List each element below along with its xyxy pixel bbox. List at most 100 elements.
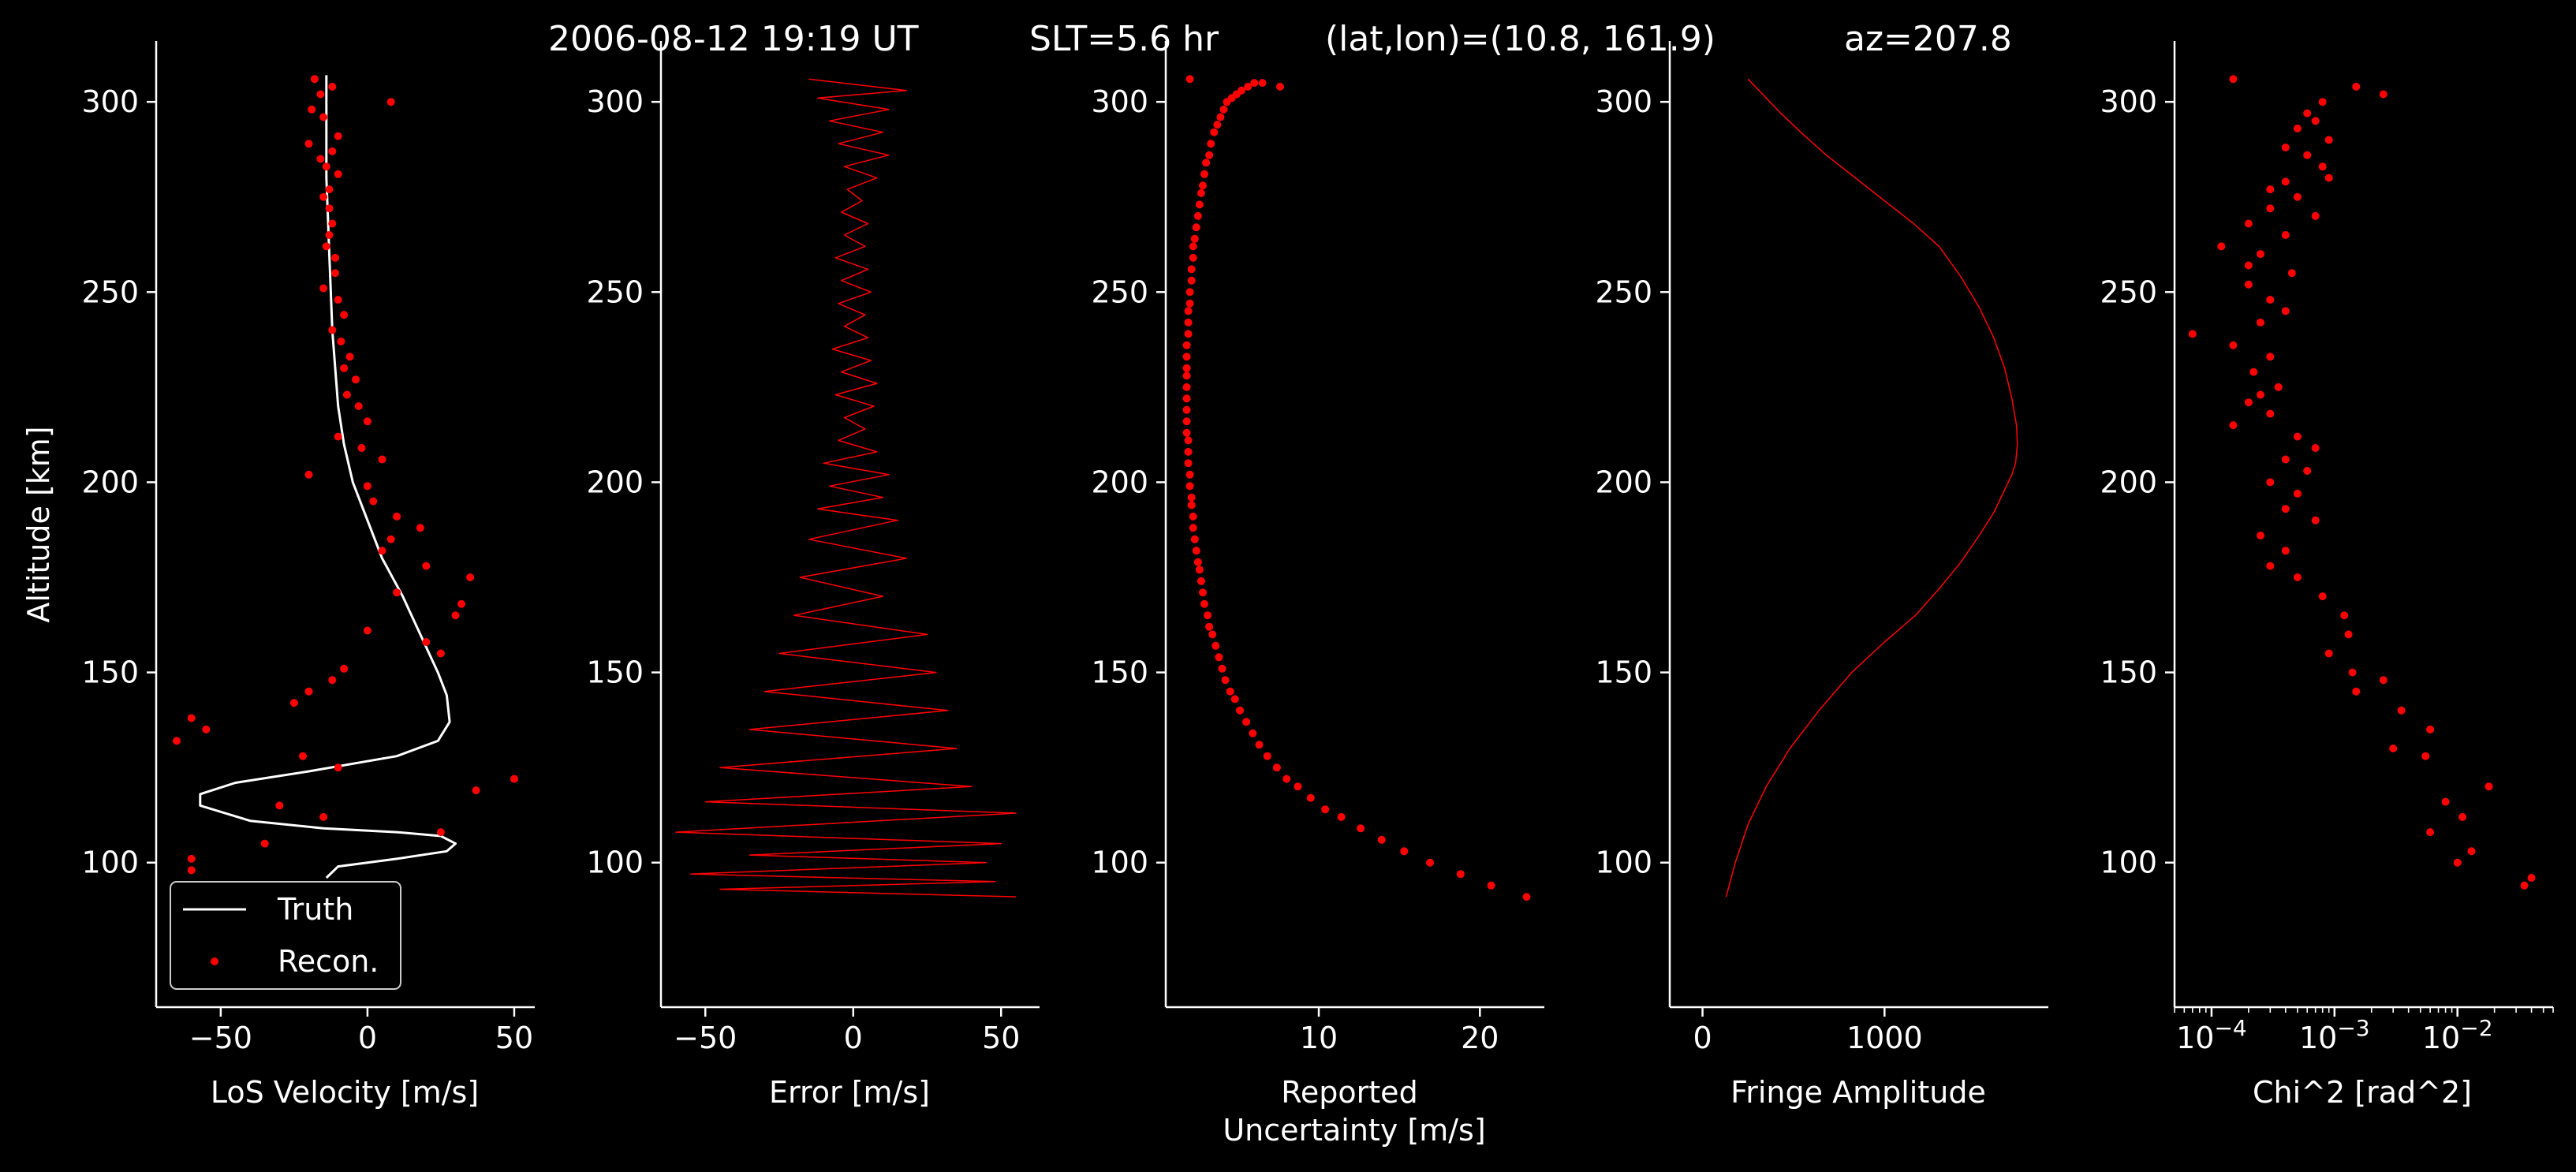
data-point — [275, 801, 284, 810]
data-point — [1192, 223, 1200, 232]
data-point — [2352, 687, 2361, 696]
data-point — [2441, 797, 2450, 806]
data-point — [2257, 250, 2264, 259]
data-point — [328, 82, 337, 91]
x-tick-label: 0 — [358, 1021, 377, 1055]
data-point — [2379, 90, 2387, 99]
data-point — [2340, 611, 2349, 620]
data-point — [2293, 573, 2302, 581]
title-latlon: (lat,lon)=(10.8, 161.9) — [1325, 19, 1715, 59]
data-point — [1182, 405, 1191, 414]
y-tick-label: 100 — [81, 845, 139, 880]
data-point — [510, 774, 518, 783]
data-point — [187, 854, 196, 863]
title-date: 2006-08-12 19:19 UT — [548, 19, 919, 59]
data-point — [304, 687, 313, 696]
data-point — [2397, 706, 2406, 715]
data-point — [1182, 383, 1191, 391]
y-tick-label: 100 — [586, 845, 644, 880]
y-tick-label: 100 — [1091, 845, 1148, 880]
data-point — [2311, 516, 2320, 524]
data-point — [472, 786, 480, 795]
data-point — [2311, 211, 2320, 220]
data-point — [2274, 383, 2283, 391]
y-tick-label: 250 — [81, 274, 139, 309]
data-point — [1282, 774, 1291, 783]
data-point — [2249, 368, 2258, 376]
data-point — [1211, 641, 1220, 650]
data-point — [1204, 611, 1212, 620]
data-point — [457, 599, 465, 608]
xlabel-uncertainty-line1: Reported — [1281, 1075, 1417, 1110]
data-point — [1182, 394, 1191, 403]
data-point — [1218, 664, 1226, 673]
data-point — [2344, 630, 2353, 639]
data-point — [1426, 858, 1434, 867]
data-point — [1205, 151, 1214, 159]
data-point — [342, 390, 351, 399]
data-point — [1185, 299, 1194, 308]
data-point — [422, 638, 431, 646]
xlabel-fringe-amplitude: Fringe Amplitude — [1730, 1075, 1986, 1110]
data-point — [2266, 562, 2275, 570]
data-point — [2318, 592, 2327, 601]
data-point — [1195, 565, 1204, 574]
data-point — [2520, 881, 2529, 890]
data-point — [1182, 417, 1191, 426]
data-point — [2266, 409, 2275, 418]
data-point — [2324, 649, 2333, 658]
data-point — [2453, 858, 2462, 867]
y-tick-label: 150 — [586, 655, 644, 690]
data-point — [2293, 192, 2302, 201]
series-line-1-1 — [199, 75, 457, 879]
data-point — [2244, 280, 2253, 289]
data-point — [1195, 200, 1204, 209]
data-point — [1216, 113, 1225, 121]
data-point — [173, 737, 181, 745]
y-tick-label: 250 — [2100, 274, 2157, 309]
data-point — [2458, 812, 2467, 821]
data-point — [289, 699, 298, 707]
data-point — [2303, 151, 2312, 159]
data-point — [363, 482, 371, 491]
data-point — [310, 75, 319, 84]
data-point — [1208, 630, 1217, 639]
x-tick-label: 0 — [844, 1021, 863, 1055]
xlabel-los-velocity: LoS Velocity [m/s] — [211, 1075, 479, 1110]
data-point — [328, 326, 337, 334]
data-point — [2281, 177, 2290, 186]
data-point — [1193, 211, 1202, 220]
data-point — [2324, 174, 2333, 182]
data-point — [2303, 467, 2312, 475]
series-line-4-1 — [1725, 78, 2018, 898]
xlabel-error: Error [m/s] — [769, 1075, 930, 1110]
data-point — [2266, 204, 2275, 213]
y-tick-label: 250 — [1091, 274, 1148, 309]
data-point — [328, 147, 337, 155]
data-point — [1184, 447, 1193, 456]
data-point — [316, 155, 325, 163]
data-point — [2324, 136, 2333, 144]
data-point — [2257, 532, 2264, 539]
data-point — [2352, 82, 2361, 91]
data-point — [1182, 364, 1191, 372]
data-point — [393, 588, 401, 597]
panel-3: 100 150 200 250 300 10 20 — [1091, 41, 1544, 1055]
data-point — [1213, 121, 1222, 129]
data-point — [1192, 547, 1200, 555]
data-point — [187, 714, 196, 722]
series-line-2-1 — [675, 78, 1017, 898]
data-point — [325, 231, 334, 239]
data-point — [1197, 577, 1205, 585]
y-tick-label: 150 — [2100, 655, 2157, 690]
data-point — [1337, 812, 1346, 821]
data-point — [1182, 371, 1191, 380]
data-point — [2217, 242, 2226, 251]
data-point — [1219, 105, 1228, 114]
data-point — [1184, 330, 1193, 338]
data-point — [1263, 752, 1271, 760]
data-point — [260, 839, 269, 848]
data-point — [2421, 752, 2430, 760]
data-point — [1294, 782, 1302, 791]
data-point — [1522, 893, 1531, 901]
